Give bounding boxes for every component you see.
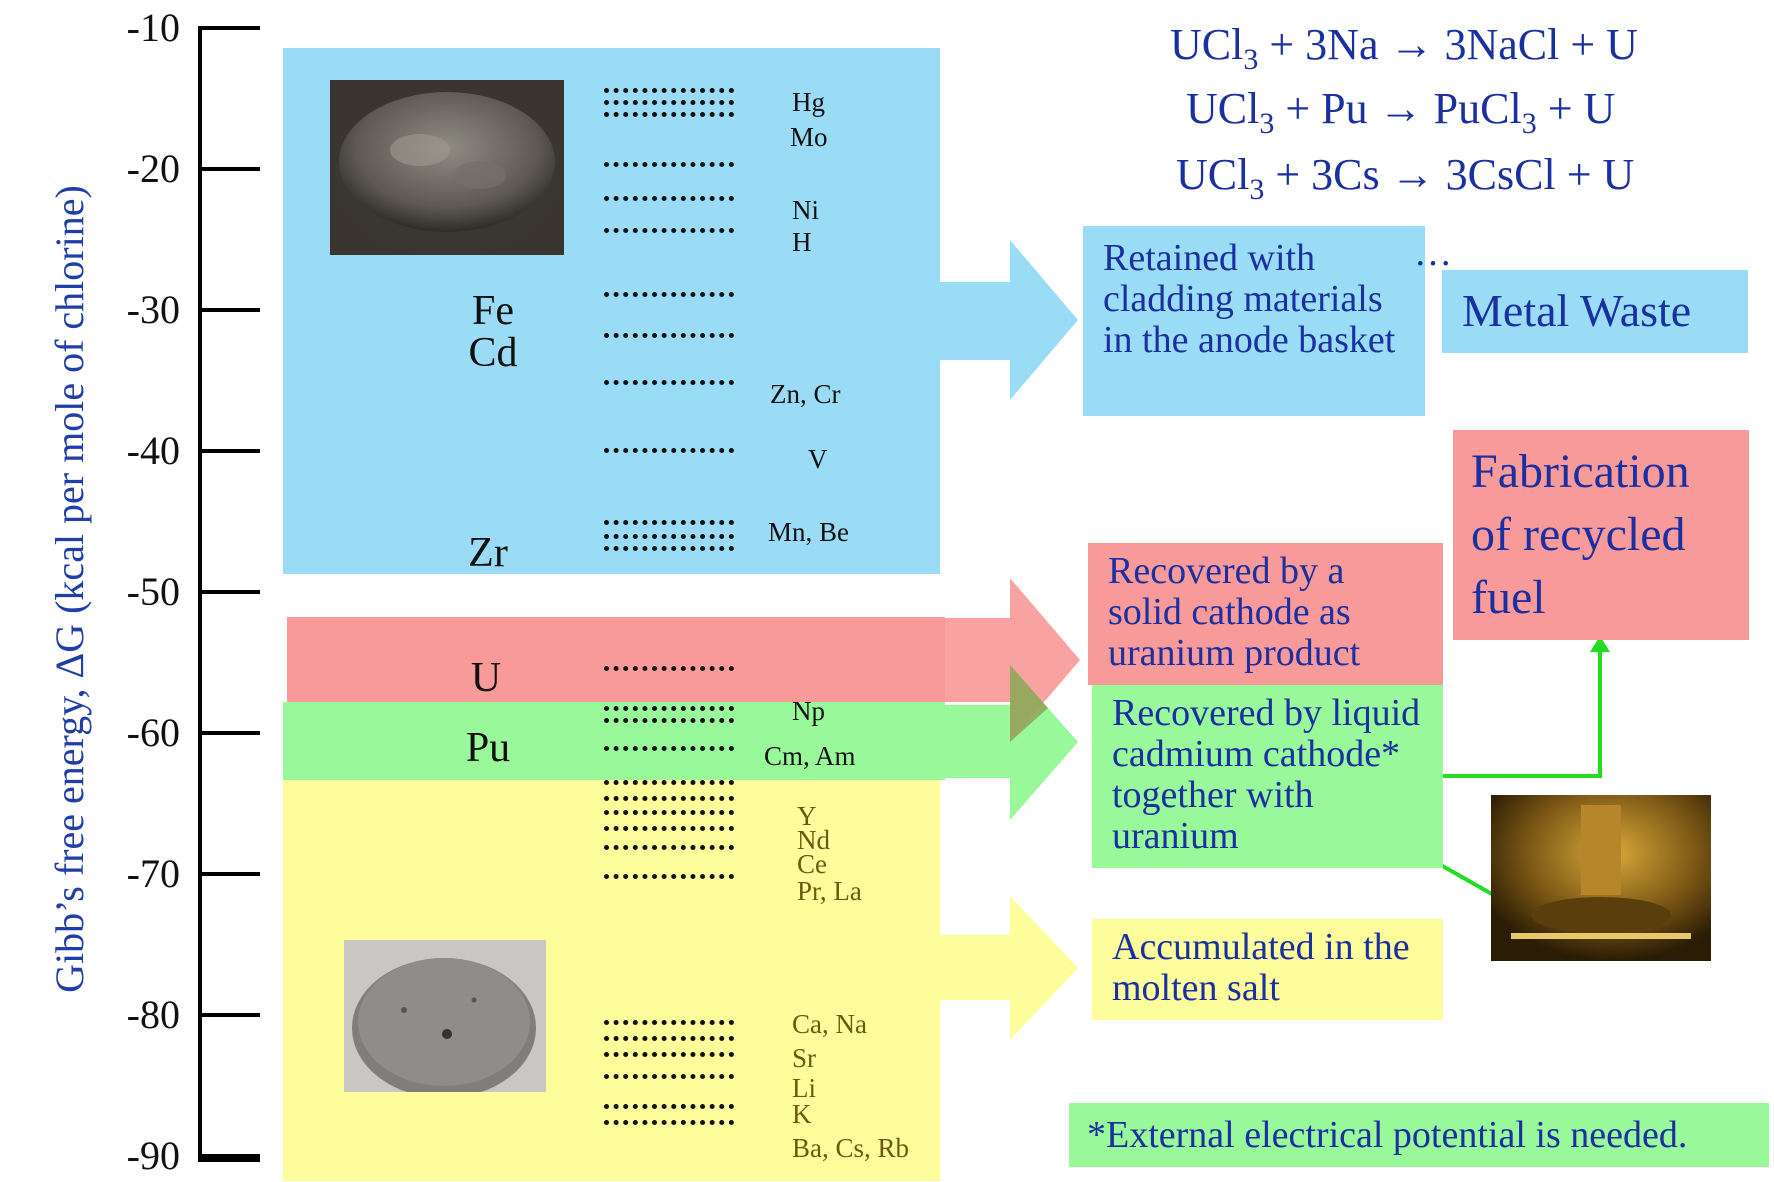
y-tick-mark: [198, 872, 260, 876]
arrowhead-fabrication: [1590, 636, 1610, 652]
potential-dotted-line: [604, 826, 734, 831]
potential-dotted-line: [604, 706, 734, 711]
y-tick-mark: [198, 167, 260, 171]
element-cd: Cd: [468, 330, 518, 376]
element-mo: Mo: [790, 122, 828, 152]
salt-ingot-image: [344, 940, 546, 1092]
band-plutonium: [283, 702, 945, 780]
potential-dotted-line: [604, 796, 734, 801]
y-tick-mark: [198, 26, 260, 30]
box-fabrication: Fabrication of recycled fuel: [1453, 430, 1749, 640]
potential-dotted-line: [604, 1020, 734, 1025]
element-pu: Pu: [465, 725, 511, 771]
y-tick-mark: [198, 1154, 260, 1158]
potential-dotted-line: [604, 666, 734, 671]
anode-basket-photo: [330, 80, 564, 255]
element-zn-cr: Zn, Cr: [770, 379, 841, 409]
element-u: U: [470, 655, 502, 701]
element-zr: Zr: [468, 530, 508, 576]
connector-liquid-to-fabrication: [1443, 648, 1602, 778]
box-molten-salt: Accumulated in the molten salt: [1092, 919, 1443, 1020]
equation-sodium: UCl3 + 3Na → 3NaCl + U: [1170, 20, 1638, 76]
ellipsis: …: [1414, 232, 1452, 274]
potential-dotted-line: [604, 1120, 734, 1125]
y-tick-mark: [198, 1013, 260, 1017]
potential-dotted-line: [604, 100, 734, 105]
element-ce: Ce: [797, 849, 827, 879]
box-liquid-cathode: Recovered by liquid cadmium cathode* tog…: [1092, 685, 1443, 868]
arrow-blue-to-retained: [940, 240, 1078, 400]
arrow-green-to-liquid-cathode: [945, 665, 1078, 820]
potential-dotted-line: [604, 292, 734, 297]
potential-dotted-line: [604, 874, 734, 879]
equation-cesium: UCl3 + 3Cs → 3CsCl + U: [1176, 150, 1635, 206]
element-k: K: [792, 1099, 812, 1129]
potential-dotted-line: [604, 810, 734, 815]
footnote-external-potential: *External electrical potential is needed…: [1069, 1103, 1769, 1167]
element-mn-be: Mn, Be: [768, 517, 849, 547]
potential-dotted-line: [604, 780, 734, 785]
equation-plutonium: UCl3 + Pu → PuCl3 + U: [1186, 84, 1616, 140]
element-pr-la: Pr, La: [797, 876, 862, 906]
element-y: Y: [797, 801, 817, 831]
potential-dotted-line: [604, 520, 734, 525]
y-tick-label: -70: [126, 851, 180, 896]
potential-dotted-line: [604, 380, 734, 385]
y-tick-label: -50: [126, 569, 180, 614]
potential-dotted-line: [604, 718, 734, 723]
element-fe: Fe: [472, 288, 514, 334]
element-np: Np: [792, 696, 825, 726]
potential-dotted-line: [604, 1036, 734, 1041]
cathode-apparatus-photo: [1491, 795, 1711, 961]
potential-dotted-line: [604, 112, 734, 117]
potential-dotted-line: [604, 546, 734, 551]
box-metal-waste: Metal Waste: [1442, 270, 1748, 353]
y-tick-label: -60: [126, 710, 180, 755]
element-hg: Hg: [792, 87, 825, 117]
potential-dotted-line: [604, 746, 734, 751]
y-tick-label: -10: [126, 5, 180, 50]
y-axis-line: [198, 28, 202, 1162]
potential-dotted-line: [604, 1074, 734, 1079]
potential-dotted-line: [604, 448, 734, 453]
element-cm-am: Cm, Am: [764, 741, 856, 771]
y-tick-label: -40: [126, 428, 180, 473]
y-axis-foot: [198, 1158, 260, 1162]
element-ni: Ni: [792, 195, 819, 225]
y-tick-mark: [198, 590, 260, 594]
potential-dotted-line: [604, 333, 734, 338]
potential-dotted-line: [604, 534, 734, 539]
box-solid-cathode: Recovered by a solid cathode as uranium …: [1088, 543, 1443, 685]
arrow-red-to-solid-cathode: [945, 578, 1080, 742]
arrow-overlap: [1010, 665, 1048, 742]
y-tick-mark: [198, 449, 260, 453]
arrow-yellow-to-salt: [940, 896, 1078, 1040]
potential-dotted-line: [604, 1052, 734, 1057]
y-tick-mark: [198, 731, 260, 735]
salt-ingot-photo: [344, 940, 546, 1092]
element-ba-cs-rb: Ba, Cs, Rb: [792, 1133, 910, 1163]
potential-dotted-line: [604, 162, 734, 167]
element-li: Li: [792, 1073, 816, 1103]
cathode-apparatus-image: [1491, 795, 1711, 961]
y-tick-label: -30: [126, 287, 180, 332]
y-tick-label: -80: [126, 992, 180, 1037]
y-tick-label: -90: [126, 1133, 180, 1178]
element-ca-na: Ca, Na: [792, 1009, 867, 1039]
element-sr: Sr: [792, 1043, 817, 1073]
element-v: V: [808, 444, 828, 474]
box-retained-cladding: Retained with cladding materials in the …: [1083, 226, 1425, 416]
potential-dotted-line: [604, 1104, 734, 1109]
y-tick-mark: [198, 308, 260, 312]
potential-dotted-line: [604, 845, 734, 850]
potential-dotted-line: [604, 196, 734, 201]
potential-dotted-line: [604, 88, 734, 93]
band-uranium: [287, 617, 945, 702]
anode-basket-image: [330, 80, 564, 255]
element-nd: Nd: [797, 825, 830, 855]
potential-dotted-line: [604, 228, 734, 233]
element-h: H: [792, 227, 812, 257]
y-tick-label: -20: [126, 146, 180, 191]
